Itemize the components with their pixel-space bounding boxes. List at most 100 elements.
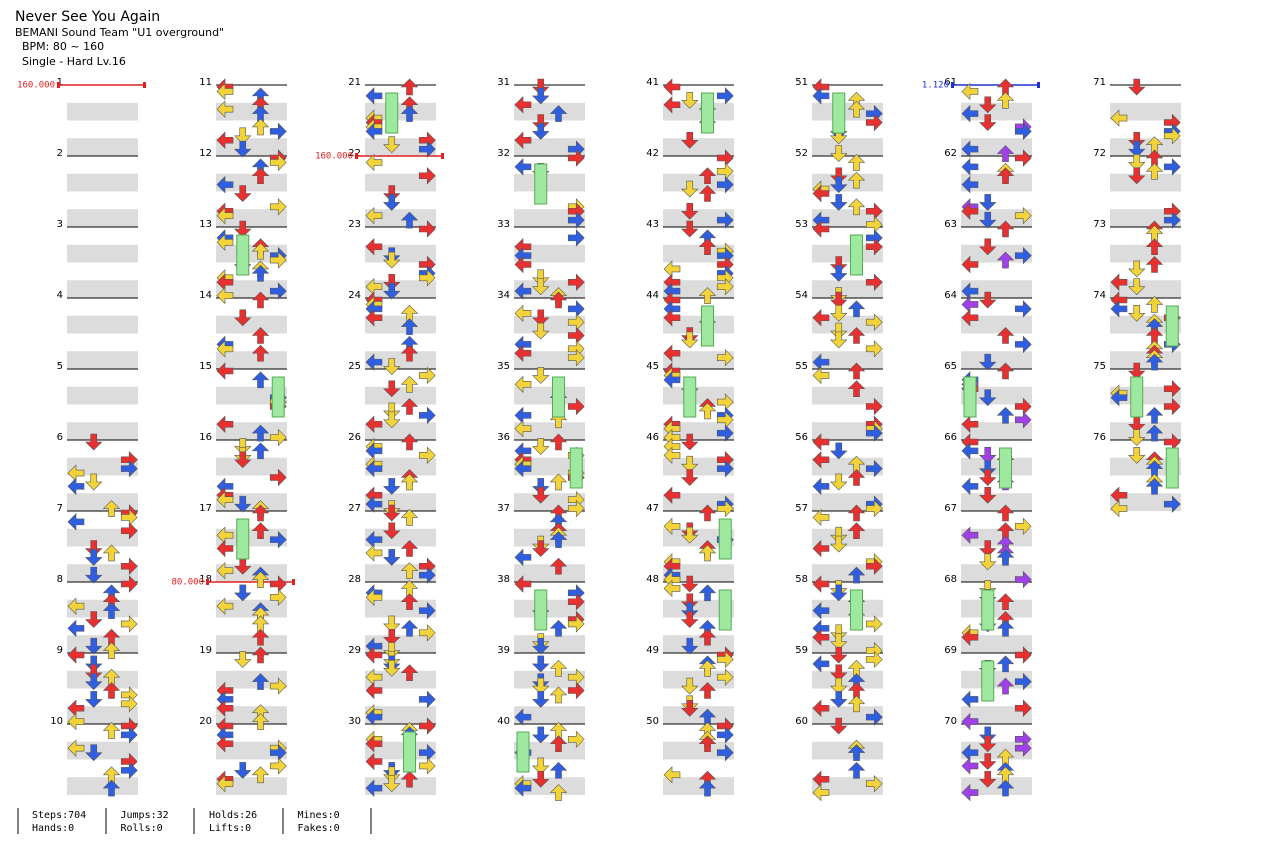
arrow <box>979 486 997 504</box>
beat-band <box>663 528 734 547</box>
beat-band <box>67 706 138 724</box>
beat-band <box>1110 493 1181 511</box>
arrow <box>234 451 252 469</box>
beat-band <box>514 315 585 334</box>
beat-band <box>663 244 734 263</box>
arrow <box>567 273 585 291</box>
arrow <box>830 256 848 273</box>
arrow <box>961 477 979 496</box>
measure-number: 51 <box>795 77 808 88</box>
arrow <box>681 593 699 611</box>
beat-band <box>961 422 1032 440</box>
arrow <box>996 220 1015 238</box>
beat-band <box>365 280 436 298</box>
arrow <box>365 735 383 753</box>
measure-number: 34 <box>497 290 510 301</box>
beat-band <box>961 280 1032 298</box>
beat-band <box>216 138 287 156</box>
arrow <box>269 428 287 447</box>
arrow <box>251 442 270 460</box>
beat-band <box>812 670 883 689</box>
beat-band <box>365 564 436 582</box>
arrow <box>663 371 681 389</box>
arrow <box>251 504 270 522</box>
arrow <box>961 309 979 327</box>
beat-band <box>663 564 734 582</box>
arrow <box>663 486 681 504</box>
arrow <box>979 540 997 557</box>
measure-number: 60 <box>795 716 808 727</box>
arrow <box>216 539 234 558</box>
arrow <box>716 211 734 229</box>
arrow <box>365 495 383 513</box>
beat-band <box>67 173 138 192</box>
arrow <box>961 82 979 101</box>
measure-number: 12 <box>199 148 212 159</box>
beat-band <box>663 706 734 724</box>
arrow <box>216 82 234 101</box>
beat-band <box>663 173 734 192</box>
arrow <box>400 344 419 362</box>
arrow <box>979 238 997 256</box>
measure-number: 28 <box>348 574 361 585</box>
measure-number: 76 <box>1093 432 1106 443</box>
arrow <box>400 562 419 579</box>
arrow <box>1128 362 1146 380</box>
beat-band <box>663 599 734 618</box>
arrow <box>514 255 532 274</box>
arrow <box>865 397 883 416</box>
arrow <box>847 504 866 522</box>
arrow <box>996 504 1015 522</box>
arrow <box>251 118 270 136</box>
measure-number: 61 <box>944 77 957 88</box>
arrow <box>532 637 550 655</box>
arrow <box>67 646 85 664</box>
arrow <box>847 100 866 118</box>
stat: Rolls:0 <box>121 823 163 834</box>
beat-band <box>812 244 883 263</box>
beat-band <box>961 315 1032 334</box>
arrow <box>681 602 699 620</box>
arrow <box>383 194 401 211</box>
arrow <box>1128 78 1146 96</box>
arrow <box>383 549 401 566</box>
beat-band <box>514 102 585 121</box>
arrow <box>1110 273 1128 291</box>
arrow <box>1128 260 1146 278</box>
arrow <box>400 664 419 682</box>
arrow <box>216 206 234 225</box>
arrow <box>1128 305 1146 322</box>
arrow <box>663 579 681 598</box>
arrow <box>418 167 436 185</box>
beat-band <box>961 173 1032 192</box>
arrow <box>383 358 401 375</box>
beat-band <box>961 564 1032 582</box>
arrow <box>961 757 979 775</box>
beat-band <box>1110 351 1181 369</box>
beat-band <box>514 528 585 547</box>
beat-band <box>1110 422 1181 440</box>
arrow <box>979 735 997 753</box>
arrow <box>418 757 436 775</box>
arrow <box>996 327 1015 344</box>
measure-number: 24 <box>348 290 361 301</box>
measure-number: 6 <box>57 432 63 443</box>
measure-number: 13 <box>199 219 212 230</box>
beat-band <box>67 351 138 369</box>
arrow <box>1014 570 1032 589</box>
beat-band <box>663 102 734 121</box>
beat-band <box>67 209 138 227</box>
beat-band <box>67 635 138 653</box>
arrow <box>567 681 585 700</box>
arrow <box>847 761 866 779</box>
beat-band <box>365 777 436 795</box>
arrow <box>996 167 1015 185</box>
arrow <box>812 220 830 238</box>
arrow <box>681 575 699 593</box>
arrow <box>830 473 848 491</box>
beat-band <box>365 706 436 724</box>
arrow <box>120 459 138 478</box>
arrow <box>1145 256 1164 273</box>
arrow <box>400 473 419 491</box>
measure-number: 4 <box>57 290 63 301</box>
